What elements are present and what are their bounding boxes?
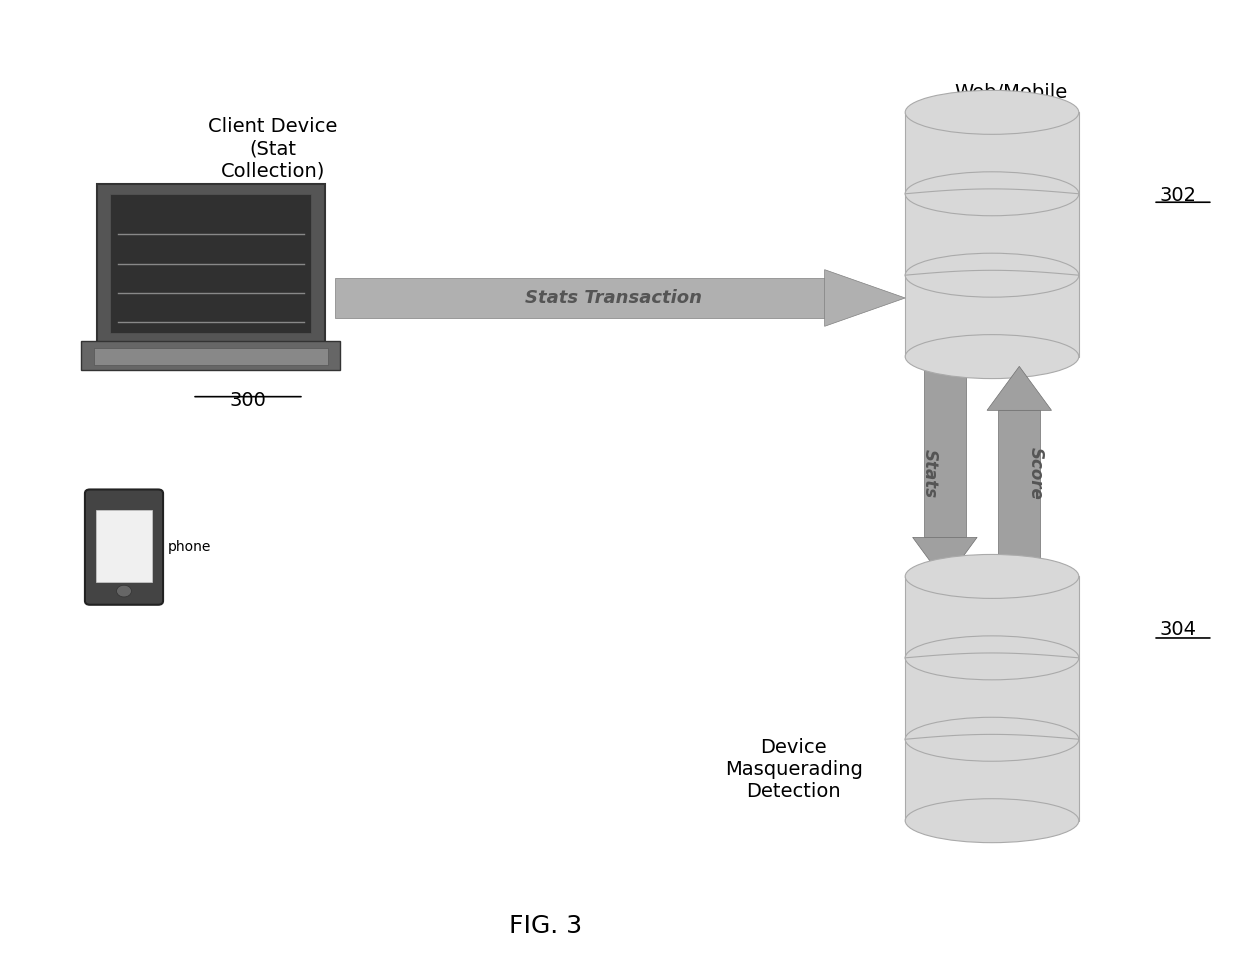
Ellipse shape: [905, 799, 1079, 842]
Text: Score: Score: [1027, 447, 1044, 500]
Text: Stats: Stats: [921, 449, 939, 498]
FancyBboxPatch shape: [94, 348, 327, 365]
FancyBboxPatch shape: [905, 276, 1079, 357]
Ellipse shape: [905, 334, 1079, 379]
Ellipse shape: [905, 253, 1079, 297]
Text: Web/Mobile
Server: Web/Mobile Server: [954, 83, 1068, 124]
FancyBboxPatch shape: [905, 112, 1079, 193]
Polygon shape: [825, 270, 905, 326]
Circle shape: [117, 585, 131, 597]
FancyBboxPatch shape: [905, 658, 1079, 740]
FancyBboxPatch shape: [110, 194, 311, 333]
Ellipse shape: [905, 717, 1079, 761]
FancyBboxPatch shape: [84, 489, 164, 605]
FancyBboxPatch shape: [905, 193, 1079, 276]
Text: Device
Masquerading
Detection: Device Masquerading Detection: [724, 738, 863, 800]
Text: FIG. 3: FIG. 3: [510, 913, 582, 938]
FancyBboxPatch shape: [97, 510, 151, 582]
Polygon shape: [913, 537, 977, 581]
Ellipse shape: [905, 636, 1079, 680]
FancyBboxPatch shape: [924, 366, 966, 537]
FancyBboxPatch shape: [82, 341, 340, 370]
Text: 300: 300: [229, 391, 267, 409]
Text: 302: 302: [1159, 186, 1197, 204]
Ellipse shape: [905, 555, 1079, 598]
Polygon shape: [987, 366, 1052, 410]
FancyBboxPatch shape: [905, 740, 1079, 821]
Text: Stats Transaction: Stats Transaction: [526, 289, 702, 307]
Ellipse shape: [905, 91, 1079, 135]
FancyBboxPatch shape: [998, 410, 1040, 581]
FancyBboxPatch shape: [335, 278, 825, 318]
Text: phone: phone: [167, 540, 211, 554]
Text: 304: 304: [1159, 620, 1197, 639]
Text: Client Device
(Stat
Collection): Client Device (Stat Collection): [208, 117, 337, 180]
Ellipse shape: [905, 172, 1079, 216]
FancyBboxPatch shape: [97, 184, 325, 344]
FancyBboxPatch shape: [905, 576, 1079, 658]
